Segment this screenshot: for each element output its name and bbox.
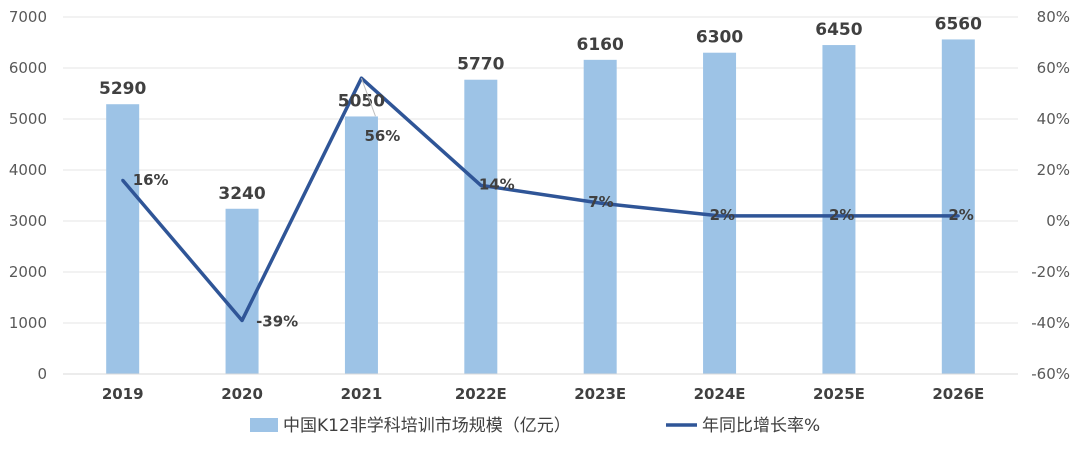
line-value-label: -39% xyxy=(256,312,298,330)
line-series xyxy=(121,76,960,323)
x-axis-tick-label: 2026E xyxy=(932,385,984,403)
left-axis-tick-label: 7000 xyxy=(9,8,47,26)
line-value-label: 2% xyxy=(948,206,973,224)
right-axis-tick-label: 20% xyxy=(1037,161,1070,179)
bar-value-label: 6450 xyxy=(815,20,862,40)
bar-value-label: 5050 xyxy=(338,91,385,111)
right-axis-tick-label: -20% xyxy=(1031,263,1070,281)
line-point xyxy=(121,178,125,182)
bar-value-label: 3240 xyxy=(218,184,265,204)
left-axis-tick-label: 5000 xyxy=(9,110,47,128)
right-axis-tick-label: 80% xyxy=(1037,8,1070,26)
line-point xyxy=(240,318,244,322)
x-axis-tick-label: 2019 xyxy=(102,385,144,403)
x-axis-tick-label: 2021 xyxy=(341,385,383,403)
bar-value-label: 6300 xyxy=(696,28,743,48)
bar-value-label: 5290 xyxy=(99,79,146,99)
line-point xyxy=(718,214,722,218)
gridlines xyxy=(63,16,1018,324)
x-axis-tick-label: 2025E xyxy=(813,385,865,403)
left-axis-tick-label: 1000 xyxy=(9,314,47,332)
line-value-label: 14% xyxy=(479,175,515,193)
left-axis-tick-label: 6000 xyxy=(9,59,47,77)
bar xyxy=(822,45,856,375)
bar xyxy=(106,104,140,375)
bar-value-label: 5770 xyxy=(457,55,504,75)
line-point xyxy=(956,214,960,218)
line-value-label: 2% xyxy=(710,206,735,224)
bar-value-label: 6160 xyxy=(577,35,624,55)
line-value-label: 56% xyxy=(364,127,400,145)
legend-bar-swatch xyxy=(250,418,278,432)
left-axis-tick-label: 0 xyxy=(37,365,47,383)
line-point xyxy=(837,214,841,218)
bar xyxy=(344,116,378,374)
legend-bar-label: 中国K12非学科培训市场规模（亿元） xyxy=(283,416,571,436)
bar-series xyxy=(106,39,975,375)
bar xyxy=(583,59,617,375)
line-point xyxy=(598,201,602,205)
right-axis-tick-label: 40% xyxy=(1037,110,1070,128)
left-axis-tick-label: 3000 xyxy=(9,212,47,230)
legend-line-label: 年同比增长率% xyxy=(702,416,820,436)
right-axis-tick-label: -60% xyxy=(1031,365,1070,383)
legend: 中国K12非学科培训市场规模（亿元） 年同比增长率% xyxy=(250,416,820,436)
line-value-label: 7% xyxy=(588,193,613,211)
left-axis-tick-label: 4000 xyxy=(9,161,47,179)
x-axis-tick-label: 2020 xyxy=(221,385,263,403)
x-axis-tick-label: 2023E xyxy=(574,385,626,403)
line-point xyxy=(479,183,483,187)
axes: 0 1000 2000 3000 4000 5000 6000 7000 -60% -40% -20… xyxy=(9,8,1070,403)
bar xyxy=(941,39,975,374)
right-axis-tick-label: -40% xyxy=(1031,314,1070,332)
bar-value-label: 6560 xyxy=(935,14,982,34)
right-axis-tick-label: 0% xyxy=(1046,212,1070,230)
bar xyxy=(225,208,259,374)
right-axis-tick-label: 60% xyxy=(1037,59,1070,77)
x-axis-tick-label: 2022E xyxy=(455,385,507,403)
data-labels: 5290 3240 5050 5770 6160 6300 6450 6560 16% -39% 5… xyxy=(99,14,982,330)
x-axis-tick-label: 2024E xyxy=(694,385,746,403)
label-leader-line xyxy=(360,78,376,117)
left-axis-tick-label: 2000 xyxy=(9,263,47,281)
line-value-label: 2% xyxy=(829,206,854,224)
bar xyxy=(464,79,498,374)
line-value-label: 16% xyxy=(133,171,169,189)
growth-rate-line xyxy=(121,76,959,323)
